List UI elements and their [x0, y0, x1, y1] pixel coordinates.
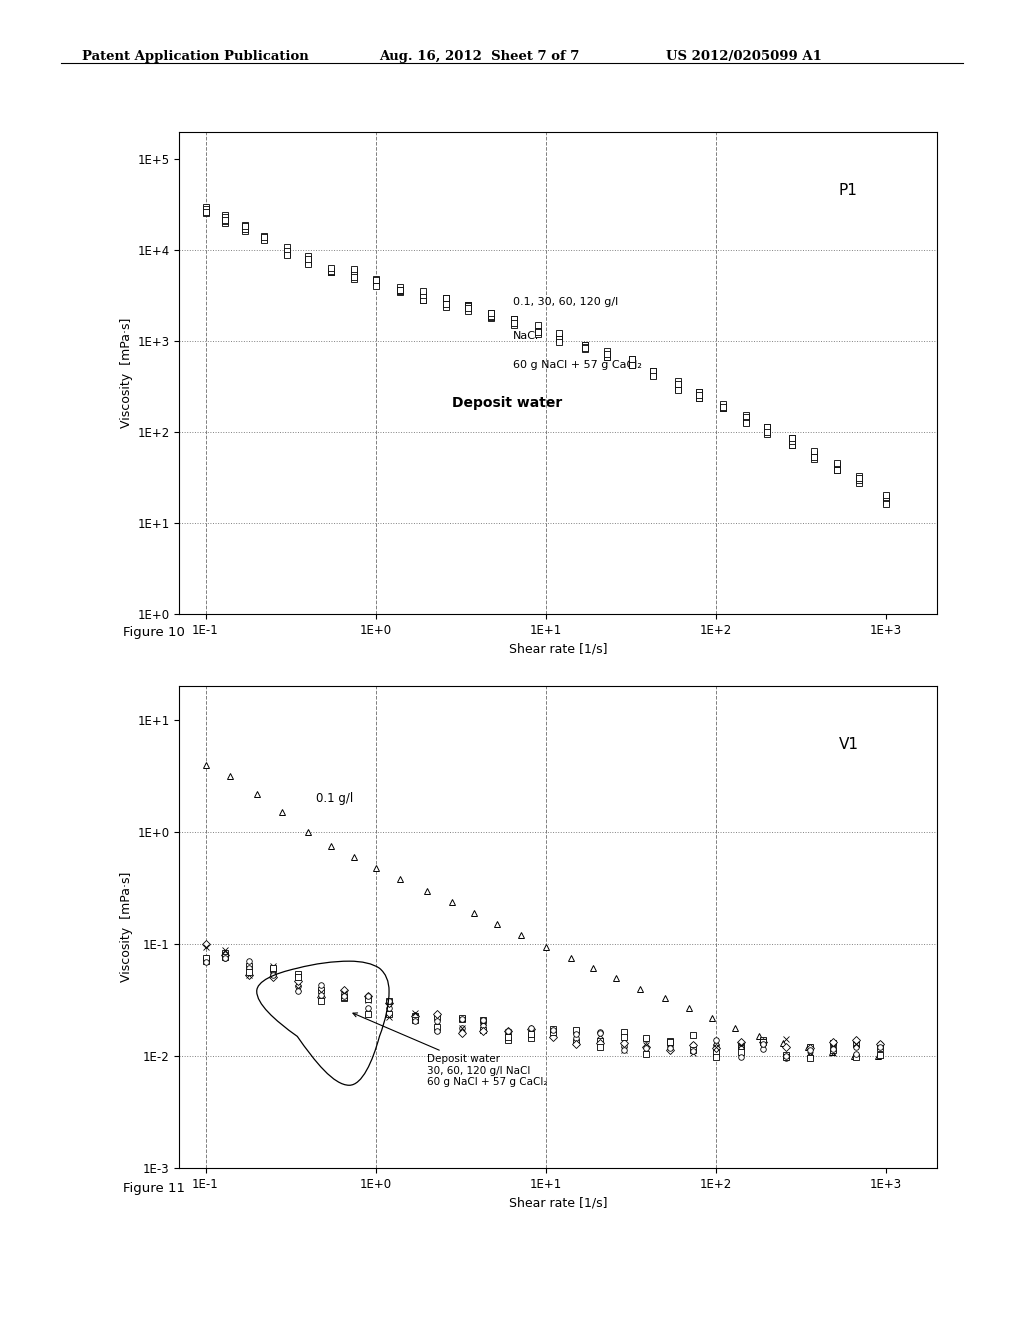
Text: Deposit water: Deposit water — [452, 396, 562, 409]
Text: Patent Application Publication: Patent Application Publication — [82, 50, 308, 63]
Text: Figure 11: Figure 11 — [123, 1181, 185, 1195]
Y-axis label: Viscosity  [mPa·s]: Viscosity [mPa·s] — [120, 873, 133, 982]
X-axis label: Shear rate [1/s]: Shear rate [1/s] — [509, 642, 607, 655]
Text: Deposit water
30, 60, 120 g/l NaCl
60 g NaCl + 57 g CaCl₂: Deposit water 30, 60, 120 g/l NaCl 60 g … — [353, 1012, 547, 1088]
Text: Figure 10: Figure 10 — [123, 626, 184, 639]
Text: NaCl: NaCl — [513, 331, 539, 341]
Text: V1: V1 — [839, 737, 858, 752]
Text: US 2012/0205099 A1: US 2012/0205099 A1 — [666, 50, 821, 63]
Text: 60 g NaCl + 57 g CaCl₂: 60 g NaCl + 57 g CaCl₂ — [513, 360, 641, 370]
X-axis label: Shear rate [1/s]: Shear rate [1/s] — [509, 1196, 607, 1209]
Y-axis label: Viscosity  [mPa·s]: Viscosity [mPa·s] — [120, 318, 133, 428]
Text: 0.1 g/l: 0.1 g/l — [315, 792, 353, 805]
Text: Aug. 16, 2012  Sheet 7 of 7: Aug. 16, 2012 Sheet 7 of 7 — [379, 50, 580, 63]
Text: P1: P1 — [839, 182, 857, 198]
Text: 0.1, 30, 60, 120 g/l: 0.1, 30, 60, 120 g/l — [513, 297, 617, 308]
